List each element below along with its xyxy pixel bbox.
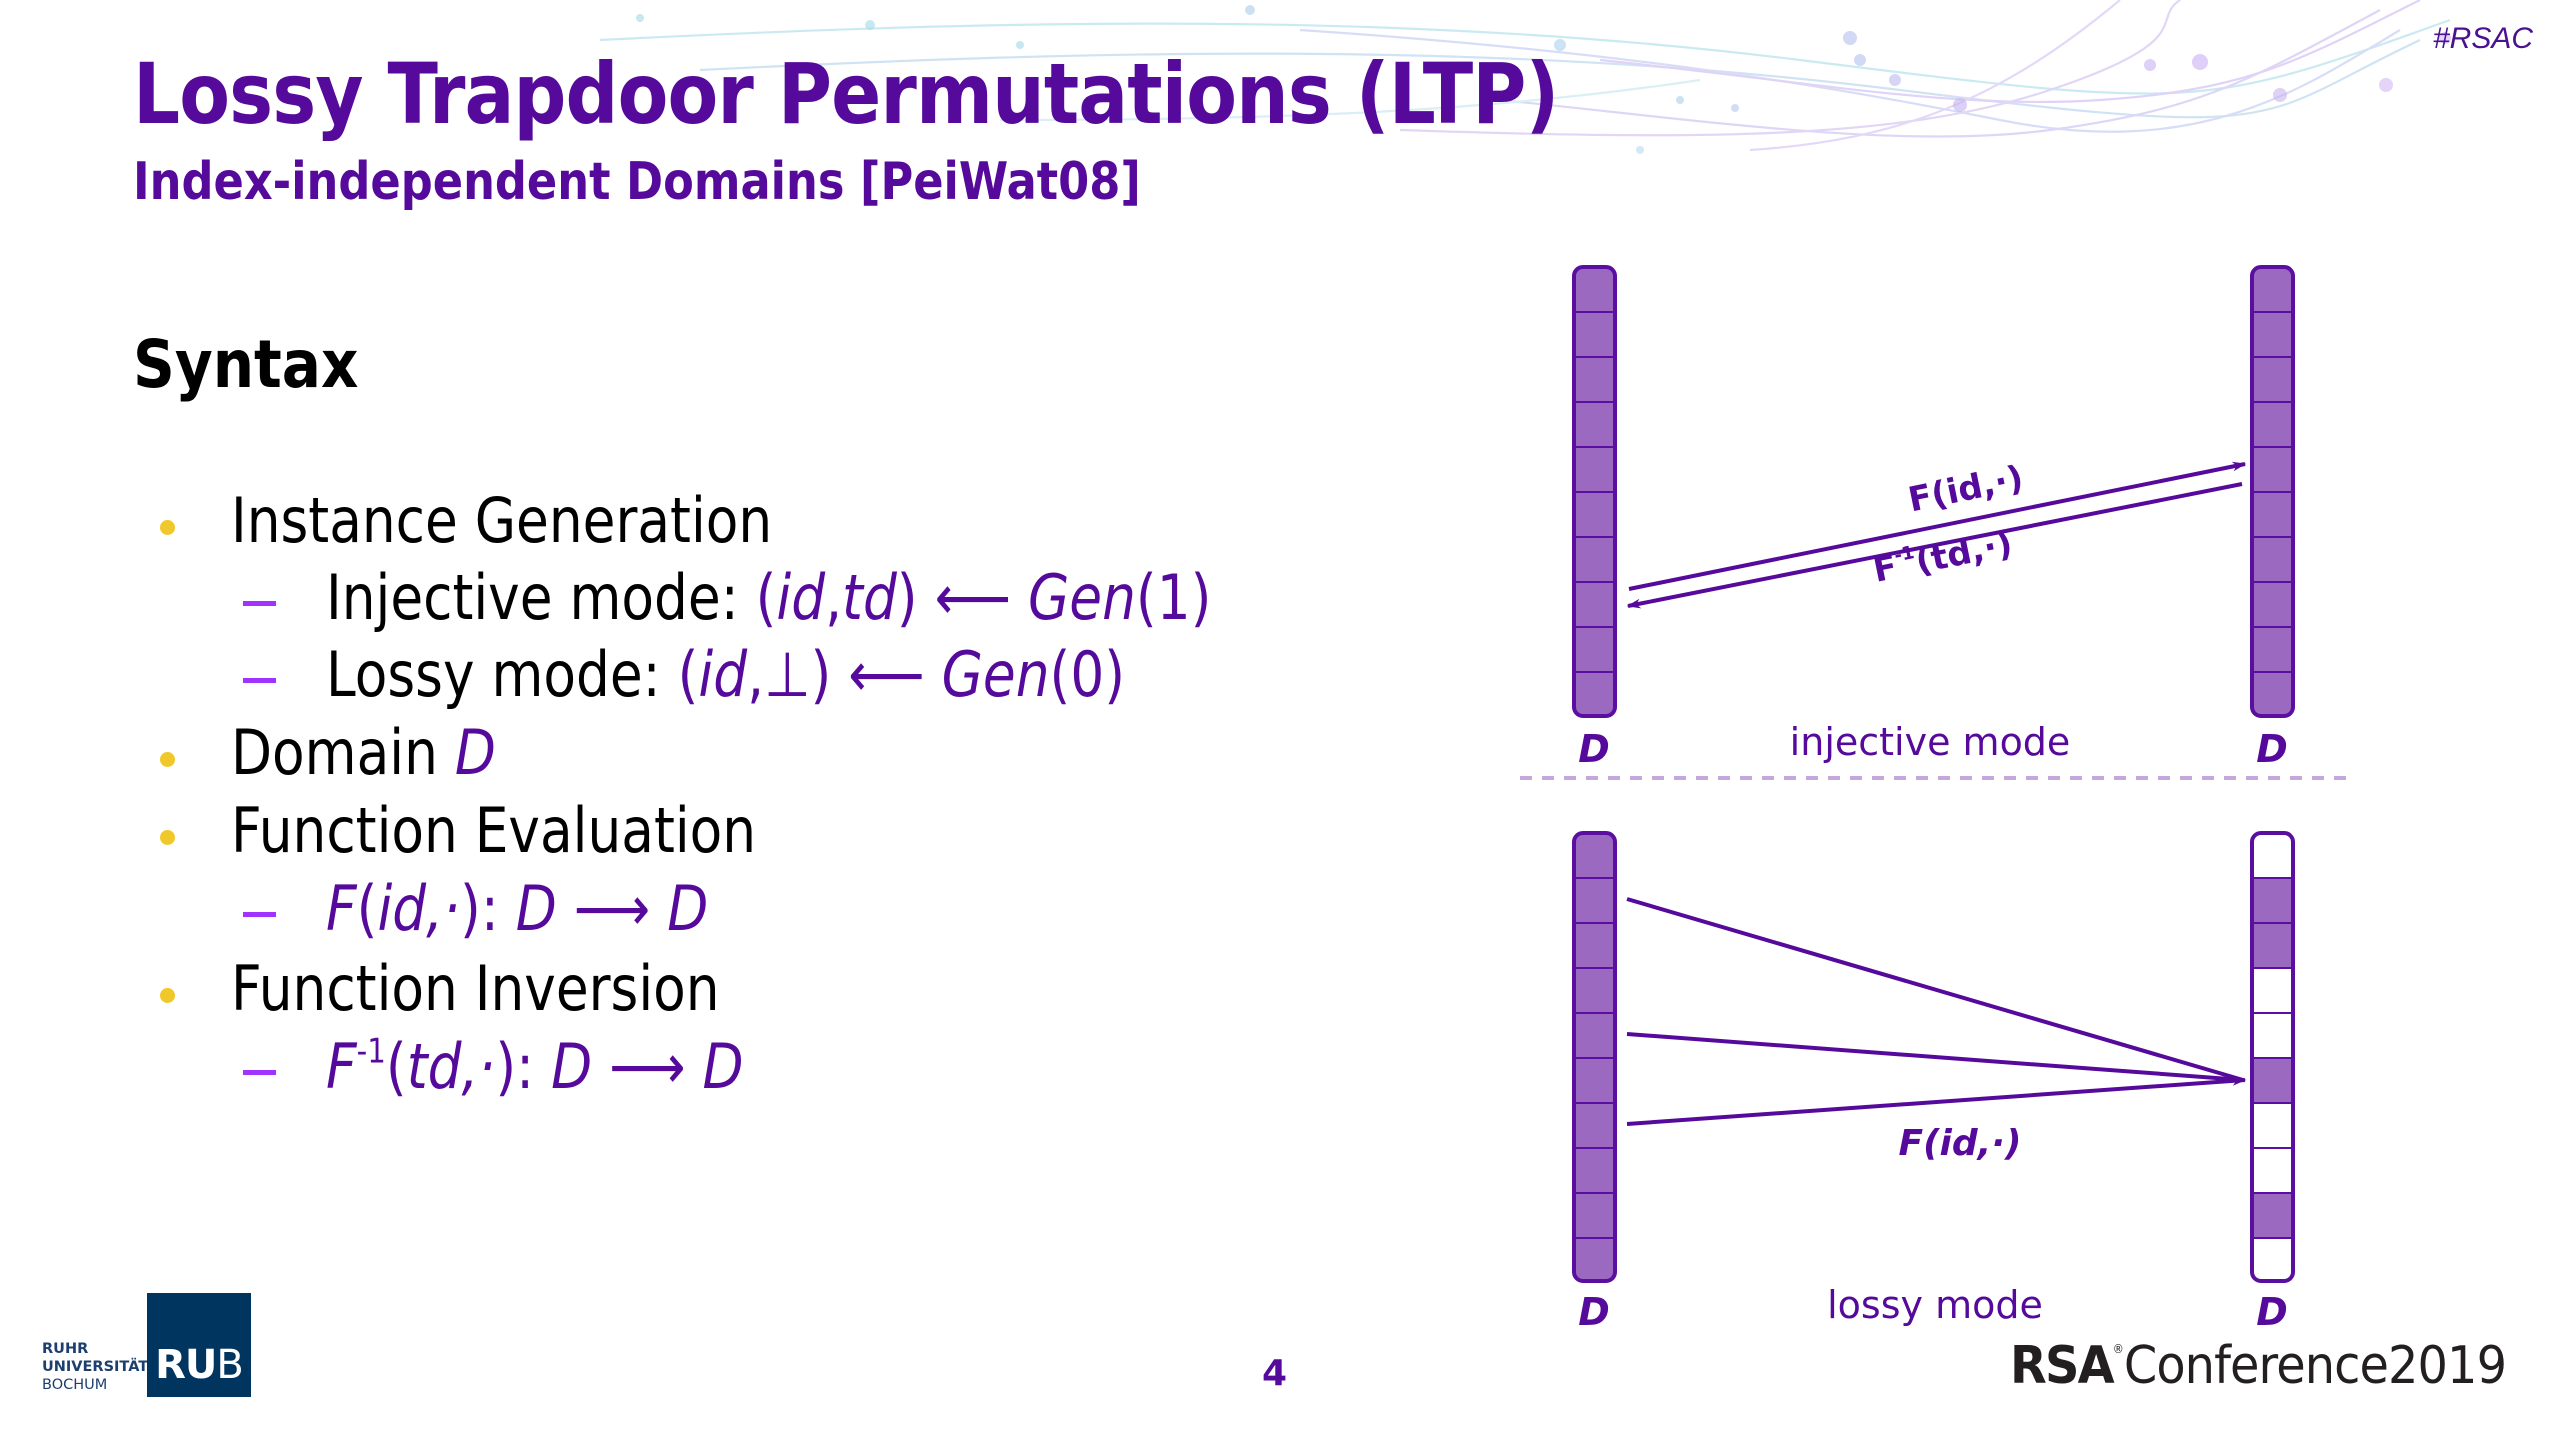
dash-icon	[243, 601, 276, 606]
inverse-map-label: F-1(td,·)	[1870, 523, 2016, 591]
injective-mode-caption: injective mode	[1790, 720, 2071, 764]
injective-left-d-label: D	[1578, 727, 1610, 771]
bullet-dot-icon	[160, 830, 175, 845]
bullet-function-inversion: Function Inversion	[231, 952, 720, 1025]
lossy-right-d-label: D	[2256, 1290, 2288, 1334]
label-lossy: Lossy mode:	[326, 638, 678, 711]
section-heading-syntax: Syntax	[133, 326, 359, 403]
lossy-map-arrows-icon	[1626, 897, 2247, 1126]
dash-icon	[243, 678, 276, 683]
inverse-arrow-icon	[1626, 482, 2243, 609]
sub-bullet-lossy-mode: Lossy mode: (id,⊥) ⟵ Gen(0)	[326, 644, 1125, 706]
bullet-dot-icon	[160, 988, 175, 1003]
lossy-map-label: F(id,·)	[1899, 1123, 2022, 1164]
dash-icon	[243, 912, 276, 917]
hashtag-rsac: #RSAC	[2433, 22, 2534, 55]
bullet-dot-icon	[160, 752, 175, 767]
sub-bullet-function-inversion-formula: F-1(td,·): D ⟶ D	[326, 1030, 744, 1103]
lossy-right-domain-bar	[2250, 831, 2295, 1283]
slide-title: Lossy Trapdoor Permutations (LTP)	[133, 45, 1559, 143]
rub-logo: RUB	[147, 1293, 251, 1397]
lossy-mode-caption: lossy mode	[1827, 1283, 2043, 1327]
slide-subtitle: Index-independent Domains [PeiWat08]	[133, 152, 1141, 212]
bullet-instance-generation: Instance Generation	[231, 484, 773, 557]
sub-bullet-function-evaluation-formula: F(id,·): D ⟶ D	[326, 872, 709, 945]
lossy-left-domain-bar	[1572, 831, 1617, 1283]
dash-icon	[243, 1070, 276, 1075]
injective-right-d-label: D	[2256, 727, 2288, 771]
page-number: 4	[1262, 1353, 1288, 1394]
math-lossy: (id,⊥) ⟵ Gen(0)	[677, 638, 1126, 711]
math-domain-d: D	[454, 716, 496, 789]
decorative-network-swirl	[599, 0, 2451, 154]
forward-arrow-icon	[1628, 461, 2247, 591]
bullet-domain: Domain D	[231, 716, 496, 789]
label-injective: Injective mode:	[326, 561, 756, 634]
bullet-dot-icon	[160, 520, 175, 535]
lossy-left-d-label: D	[1578, 1290, 1610, 1334]
injective-right-domain-bar	[2250, 265, 2295, 718]
injective-left-domain-bar	[1572, 265, 1617, 718]
math-injective: (id,td) ⟵ Gen(1)	[755, 561, 1212, 634]
sub-bullet-injective-mode: Injective mode: (id,td) ⟵ Gen(1)	[326, 567, 1211, 629]
bullet-function-evaluation: Function Evaluation	[231, 794, 757, 867]
rsa-conference-logo: RSA®Conference2019	[2010, 1336, 2507, 1396]
university-name-logo: RUHR UNIVERSITÄT BOCHUM	[42, 1341, 149, 1394]
